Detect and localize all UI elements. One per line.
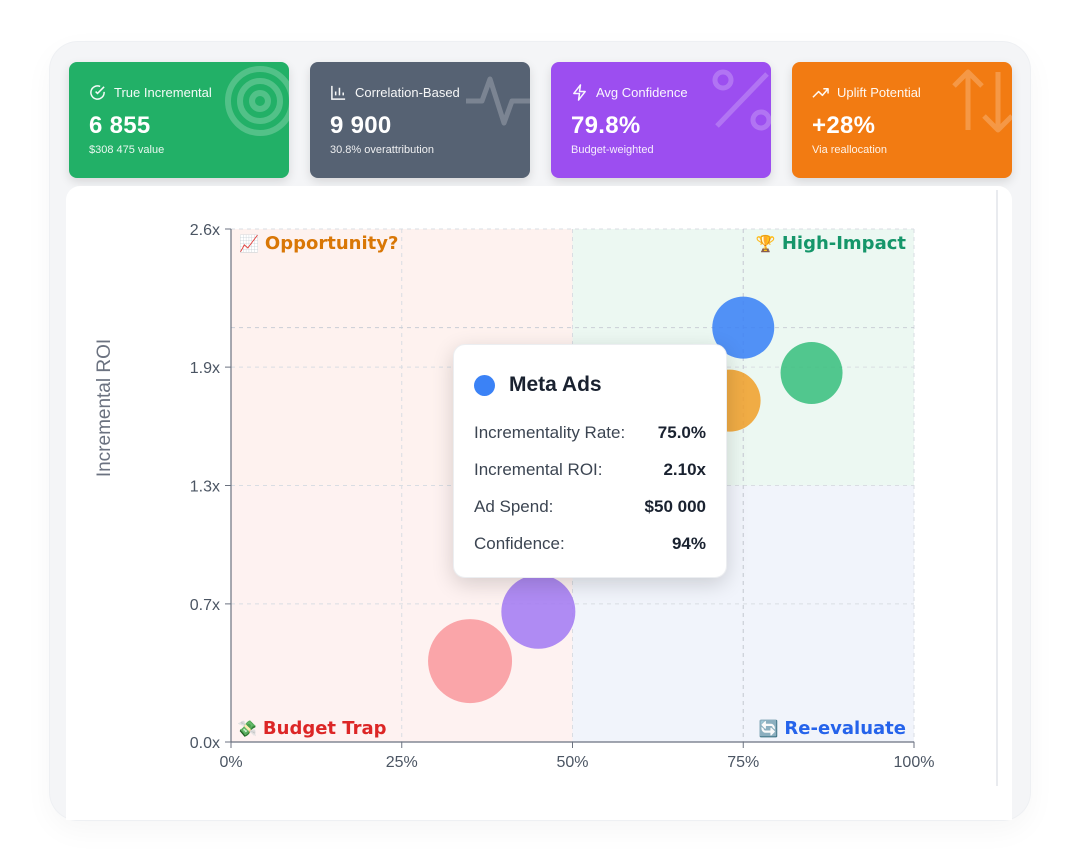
- bubble-series[interactable]: [428, 296, 843, 704]
- chart-tooltip: Meta Ads Incrementality Rate: 75.0% Incre…: [453, 344, 727, 578]
- lightning-icon: [573, 84, 586, 101]
- kpi-subtext: $308 475 value: [89, 144, 165, 156]
- tooltip-row: Confidence: 94%: [474, 534, 706, 554]
- percent-icon: [712, 69, 771, 131]
- kpi-header: True Incremental: [89, 84, 212, 101]
- y-tick-label: 1.3x: [190, 479, 220, 496]
- y-axis-label: Incremental ROI: [94, 339, 115, 477]
- x-tick-label: 50%: [556, 754, 588, 771]
- x-tick-label: 100%: [894, 754, 935, 771]
- y-tick-label: 0.0x: [190, 735, 220, 752]
- kpi-card-uplift-potential[interactable]: Uplift Potential +28% Via reallocation: [792, 62, 1012, 178]
- quadrant-label-budget-trap: 💸 Budget Trap: [237, 718, 387, 739]
- tooltip-row-label: Incremental ROI:: [474, 460, 603, 479]
- quadrant-labels: 📈 Opportunity? 🏆 High-Impact 💸 Budget Trap …: [237, 233, 906, 739]
- kpi-value: 79.8%: [571, 112, 641, 139]
- tooltip-row-label: Incrementality Rate:: [474, 423, 626, 442]
- tooltip-row-value: 94%: [671, 534, 706, 553]
- y-tick-label: 0.7x: [190, 597, 220, 614]
- kpi-card-avg-confidence[interactable]: Avg Confidence 79.8% Budget-weighted: [551, 62, 771, 178]
- bubble-point[interactable]: [428, 619, 513, 704]
- kpi-value: 6 855: [89, 112, 151, 139]
- arrows-up-down-icon: [952, 69, 1012, 133]
- chart-axes: 0% 25% 50% 75% 100% 0.0x 0.7x 1.3x 1.9x 2.6x: [190, 222, 935, 771]
- quadrant-label-opportunity: 📈 Opportunity?: [239, 233, 398, 254]
- y-tick-label: 2.6x: [190, 222, 220, 239]
- kpi-header: Correlation-Based: [330, 84, 460, 101]
- y-tick-label: 1.9x: [190, 360, 220, 377]
- x-tick-label: 25%: [386, 754, 418, 771]
- kpi-card-true-incremental[interactable]: True Incremental 6 855 $308 475 value: [69, 62, 289, 178]
- kpi-subtext: 30.8% overattribution: [330, 144, 434, 156]
- bubble-meta-ads[interactable]: [712, 296, 775, 359]
- scrollbar[interactable]: [996, 190, 998, 786]
- quadrant-label-high-impact: 🏆 High-Impact: [756, 233, 906, 254]
- tooltip-row: Incremental ROI: 2.10x: [474, 460, 706, 480]
- kpi-header: Uplift Potential: [812, 84, 921, 101]
- tooltip-row-value: 2.10x: [663, 460, 706, 479]
- tooltip-row-label: Ad Spend:: [474, 497, 554, 516]
- tooltip-row: Incrementality Rate: 75.0%: [474, 423, 706, 443]
- series-color-dot: [474, 374, 495, 396]
- quadrant-label-re-evaluate: 🔄 Re-evaluate: [759, 718, 907, 739]
- tooltip-row: Ad Spend: $50 000: [474, 497, 706, 517]
- x-tick-label: 0%: [219, 754, 242, 771]
- kpi-subtext: Via reallocation: [812, 144, 888, 156]
- kpi-value: 9 900: [330, 112, 392, 139]
- target-icon: [225, 66, 289, 136]
- kpi-header: Avg Confidence: [571, 84, 688, 101]
- pulse-icon: [466, 76, 530, 126]
- kpi-title: True Incremental: [114, 85, 212, 100]
- kpi-card-correlation-based[interactable]: Correlation-Based 9 900 30.8% overattrib…: [310, 62, 530, 178]
- bubble-point[interactable]: [780, 342, 843, 405]
- kpi-subtext: Budget-weighted: [571, 144, 654, 156]
- kpi-title: Correlation-Based: [355, 85, 460, 100]
- kpi-title: Uplift Potential: [837, 85, 921, 100]
- tooltip-row-label: Confidence:: [474, 534, 565, 553]
- tooltip-title-text: Meta Ads: [509, 373, 602, 396]
- check-circle-icon: [90, 85, 105, 100]
- kpi-value: +28%: [812, 112, 876, 139]
- tooltip-row-value: $50 000: [644, 497, 706, 516]
- bar-chart-icon: [331, 85, 346, 100]
- x-tick-label: 75%: [727, 754, 759, 771]
- bubble-point[interactable]: [501, 574, 576, 649]
- tooltip-title: Meta Ads: [474, 373, 602, 397]
- trend-up-icon: [812, 87, 829, 98]
- kpi-title: Avg Confidence: [596, 85, 688, 100]
- tooltip-row-value: 75.0%: [657, 423, 706, 442]
